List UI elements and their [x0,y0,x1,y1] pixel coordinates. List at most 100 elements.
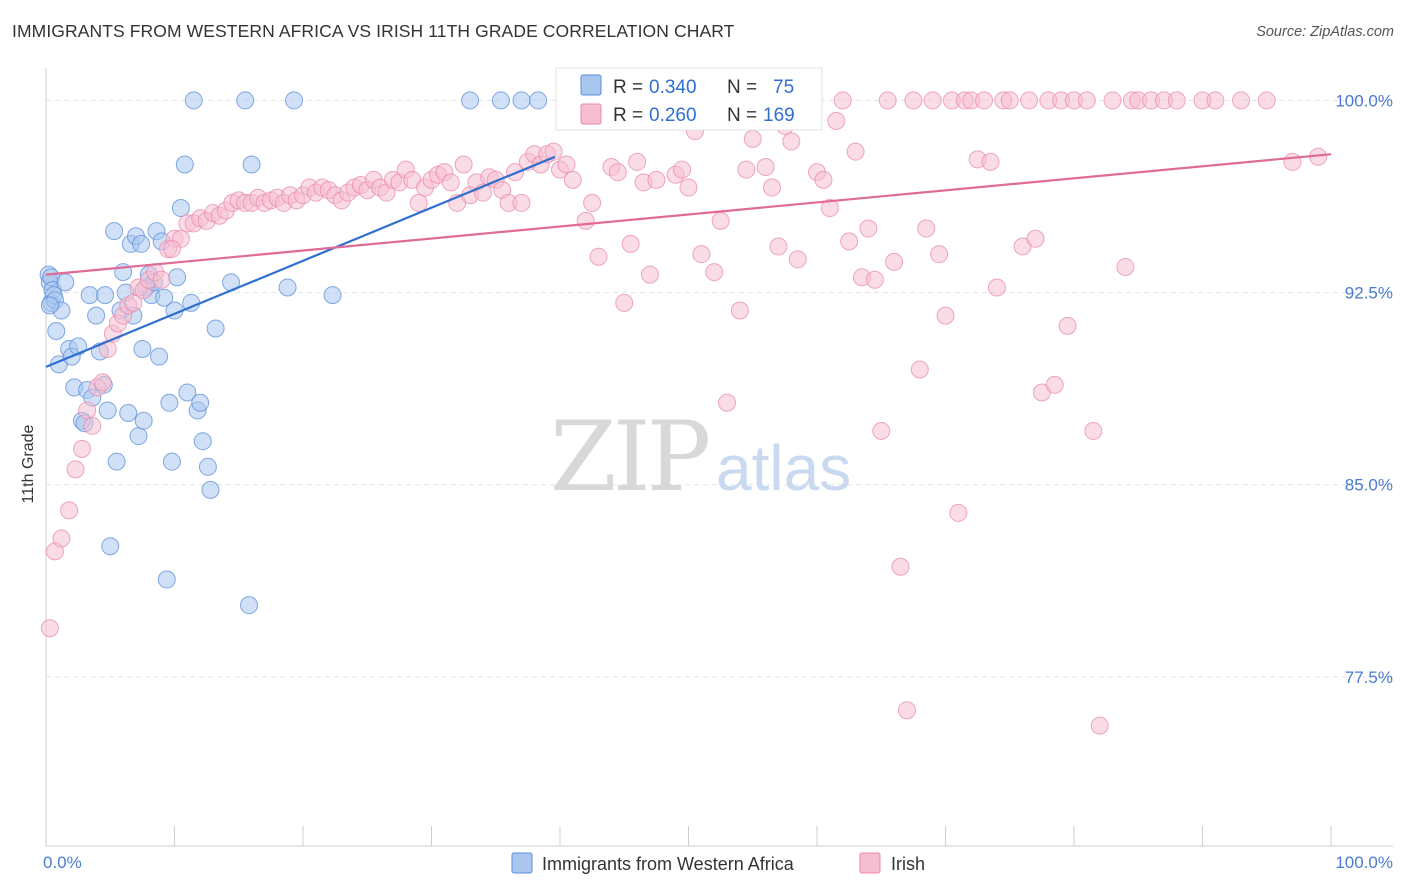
chart-title: IMMIGRANTS FROM WESTERN AFRICA VS IRISH … [12,21,735,41]
pink-point [859,219,878,238]
pink-point [878,91,897,110]
blue-point [193,432,212,451]
pink-point [454,155,473,174]
pink-point [1026,229,1045,248]
y-tick-label: 92.5% [1345,284,1393,303]
pink-point [563,170,582,189]
pink-point [93,373,112,392]
pink-point [1103,91,1122,110]
bottom-legend-swatch-blue [511,852,533,874]
pink-point [647,170,666,189]
blue-point [491,91,510,110]
pink-point [782,132,801,151]
pink-point [1084,421,1103,440]
pink-point [1167,91,1186,110]
pink-point [705,263,724,282]
pink-point [1232,91,1251,110]
blue-point [175,155,194,174]
watermark-zip: ZIP [550,401,709,513]
pink-point [1045,375,1064,394]
y-tick-label: 100.0% [1335,91,1393,110]
source-label: Source: ZipAtlas.com [1256,24,1394,40]
pink-point [930,245,949,264]
axes [45,68,1393,847]
pink-point [987,278,1006,297]
blue-point [132,234,151,253]
blue-point [134,411,153,430]
blue-point [69,337,88,356]
blue-point [191,393,210,412]
y-tick-label: 85.0% [1345,476,1393,495]
pink-point [162,240,181,259]
blue-point [133,339,152,358]
pink-point [1058,316,1077,335]
pink-point [904,91,923,110]
legend-r-label: R = [613,77,643,98]
blue-point [285,91,304,110]
pink-point [949,503,968,522]
y-axis-label: 11th Grade [20,424,37,503]
blue-point [242,155,261,174]
x-tick-min: 0.0% [43,853,82,872]
pink-point [78,401,97,420]
pink-point [827,111,846,130]
bottom-legend-swatch-pink [859,852,881,874]
pink-point [576,211,595,230]
pink-point [763,178,782,197]
pink-point [583,193,602,212]
y-tick-label: 77.5% [1345,668,1393,687]
pink-point [756,158,775,177]
pink-point [936,306,955,325]
legend-swatch-pink [580,103,602,125]
pink-point [512,193,531,212]
pink-point [1090,716,1109,735]
pink-point [981,152,1000,171]
correlation-legend: R = 0.340 N = 75 R = 0.260 N = 169 [555,67,823,131]
legend-r-label: R = [613,105,643,126]
blue-point [157,570,176,589]
y-tick-labels: 100.0% 92.5% 85.0% 77.5% [1335,91,1393,686]
series-legend: Immigrants from Western Africa Irish [511,852,925,874]
pink-point [820,199,839,218]
blue-point [201,480,220,499]
legend-n-label: N = [727,105,757,126]
gridlines [46,99,1393,678]
pink-point [83,416,102,435]
blue-point [168,268,187,287]
pink-point [711,211,730,230]
legend-n-pink: 169 [763,105,795,126]
legend-swatch-blue [580,74,602,96]
blue-point [119,404,138,423]
blue-point [150,347,169,366]
pink-point [840,232,859,251]
legend-r-blue: 0.340 [649,77,697,98]
blue-point [56,273,75,292]
blue-point [155,288,174,307]
pink-point [718,393,737,412]
blue-point [47,322,66,341]
x-tick-max: 100.0% [1335,853,1393,872]
watermark-atlas: atlas [716,432,851,504]
pink-point [833,91,852,110]
blue-point [40,296,59,315]
pink-trend-line [45,153,1332,276]
pink-point [66,460,85,479]
pink-point [621,234,640,253]
blue-point [512,91,531,110]
pink-point [557,155,576,174]
blue-point [80,286,99,305]
pink-point [52,529,71,548]
pink-point [917,219,936,238]
pink-point [891,557,910,576]
bottom-legend-label-blue: Immigrants from Western Africa [542,854,795,874]
pink-point [608,163,627,182]
pink-point [692,245,711,264]
blue-point [162,452,181,471]
blue-point [160,393,179,412]
pink-point [814,170,833,189]
blue-point [184,91,203,110]
pink-point [1077,91,1096,110]
pink-points [40,91,1328,735]
blue-point [129,427,148,446]
